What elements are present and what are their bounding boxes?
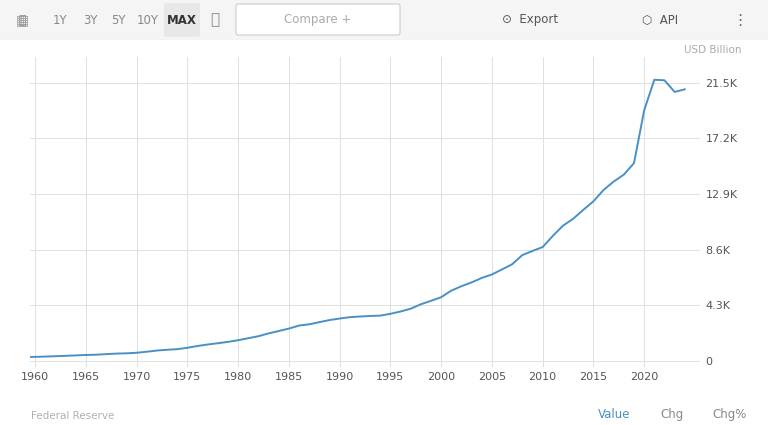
FancyBboxPatch shape xyxy=(236,4,400,35)
Text: ⬡  API: ⬡ API xyxy=(642,14,678,26)
Text: MAX: MAX xyxy=(167,14,197,26)
Text: ⊙  Export: ⊙ Export xyxy=(502,14,558,26)
Text: USD Billion: USD Billion xyxy=(684,45,741,55)
Text: Federal Reserve: Federal Reserve xyxy=(31,411,114,421)
Text: ⬛: ⬛ xyxy=(18,14,26,26)
Text: Chg%: Chg% xyxy=(713,408,746,421)
Text: ⤴: ⤴ xyxy=(210,12,220,28)
FancyBboxPatch shape xyxy=(164,3,200,37)
Text: Value: Value xyxy=(598,408,631,421)
Text: ⋮: ⋮ xyxy=(733,12,747,28)
Text: Compare +: Compare + xyxy=(284,14,352,26)
Text: Chg: Chg xyxy=(660,408,684,421)
Text: 3Y: 3Y xyxy=(83,14,98,26)
Text: 10Y: 10Y xyxy=(137,14,159,26)
Text: 5Y: 5Y xyxy=(111,14,125,26)
Text: ▦: ▦ xyxy=(15,13,28,27)
Text: 1Y: 1Y xyxy=(53,14,68,26)
